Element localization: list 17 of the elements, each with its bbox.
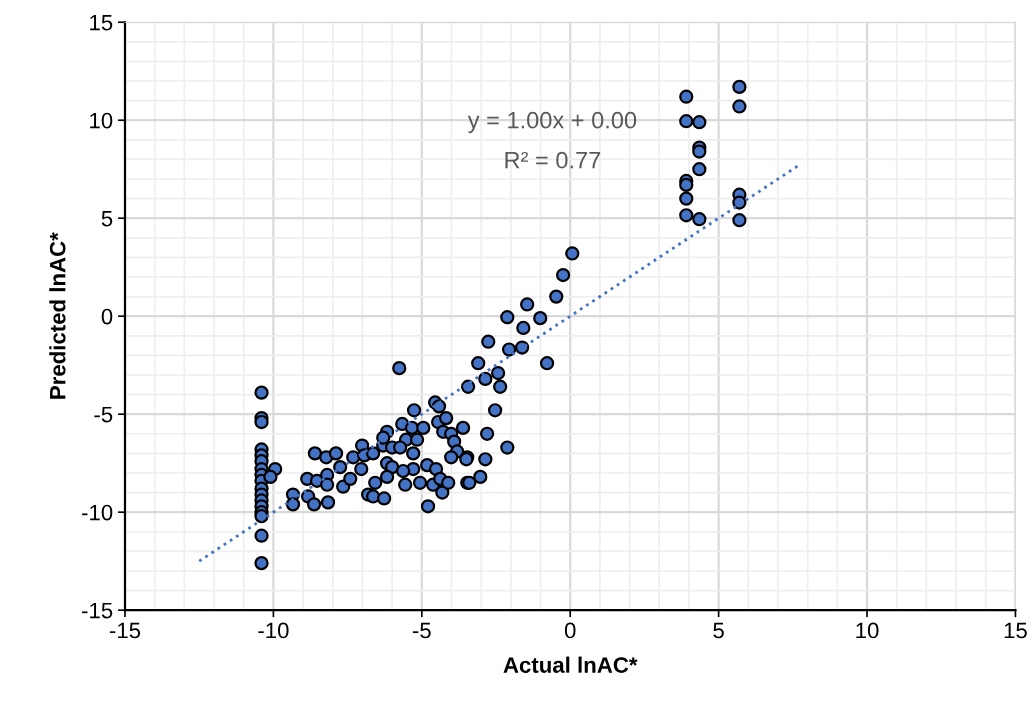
y-tick-label: 0 xyxy=(101,308,113,325)
x-tick-label: 5 xyxy=(713,622,724,639)
annotation: y = 1.00x + 0.00 xyxy=(467,111,637,134)
y-tick-label: -10 xyxy=(82,504,113,521)
x-tick-label: 10 xyxy=(856,622,879,639)
x-tick-label: 0 xyxy=(564,622,576,639)
y-tick-label: 10 xyxy=(90,112,113,129)
x-tick-label: -5 xyxy=(412,622,431,639)
y-tick-label: -15 xyxy=(82,602,113,619)
x-axis-title: Actual lnAC* xyxy=(503,656,638,673)
x-tick-label: 15 xyxy=(1004,622,1027,639)
annotation: R² = 0.77 xyxy=(505,151,601,169)
y-axis-title: Predicted lnAC* xyxy=(49,232,66,399)
y-tick-label: -5 xyxy=(94,406,113,423)
y-tick-label: 15 xyxy=(90,14,113,31)
y-tick-label: 5 xyxy=(101,210,113,227)
x-tick-label: -10 xyxy=(258,622,289,639)
